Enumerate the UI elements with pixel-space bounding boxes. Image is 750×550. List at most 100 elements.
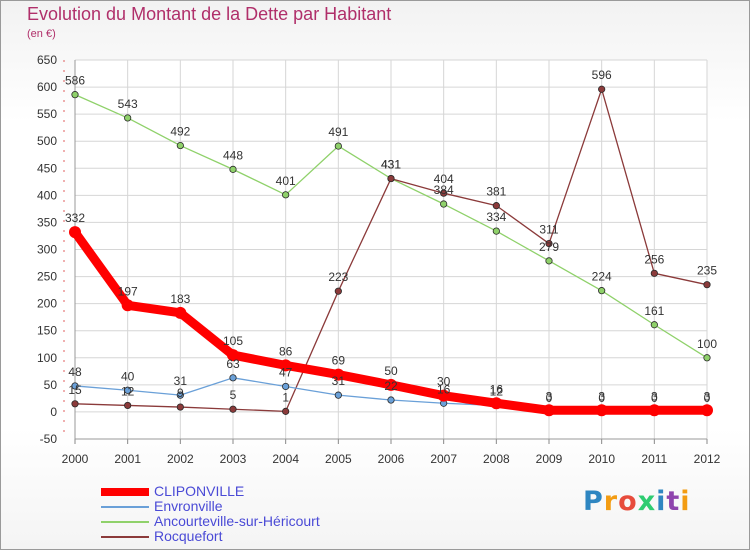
x-tick-label: 2010 bbox=[588, 452, 615, 466]
data-point-cliponville bbox=[174, 306, 187, 319]
x-tick-label: 2006 bbox=[378, 452, 405, 466]
data-label-rocquefort: 256 bbox=[644, 252, 664, 266]
legend-item-ancourteville-sur-hericourt: Ancourteville-sur-Héricourt bbox=[101, 514, 421, 529]
data-point-rocquefort bbox=[703, 281, 711, 289]
data-point-cliponville bbox=[385, 378, 397, 391]
y-tick-label: 450 bbox=[37, 161, 57, 175]
y-tick-label: -50 bbox=[40, 432, 58, 446]
data-point-cliponville bbox=[69, 226, 81, 239]
logo-letter: i bbox=[680, 486, 691, 517]
data-point-ancourteville-sur-hericourt bbox=[229, 165, 237, 173]
data-point-envronville bbox=[387, 396, 395, 404]
data-point-envronville bbox=[334, 391, 342, 399]
y-tick-label: 150 bbox=[37, 324, 57, 338]
y-tick-label: 250 bbox=[37, 270, 57, 284]
logo-letter: t bbox=[666, 486, 681, 517]
data-point-envronville bbox=[124, 386, 132, 394]
data-point-ancourteville-sur-hericourt bbox=[176, 141, 184, 150]
data-point-cliponville bbox=[701, 404, 713, 417]
data-point-cliponville bbox=[595, 404, 608, 417]
data-label-rocquefort: 404 bbox=[434, 172, 454, 186]
data-label-envronville: 47 bbox=[279, 365, 293, 379]
data-label-cliponville: 3 bbox=[546, 389, 553, 403]
data-point-cliponville bbox=[227, 349, 239, 362]
data-label-cliponville: 183 bbox=[170, 292, 190, 306]
data-point-rocquefort bbox=[650, 269, 658, 277]
data-point-ancourteville-sur-hericourt bbox=[282, 191, 290, 199]
legend-swatch bbox=[101, 521, 149, 523]
y-tick-label: 50 bbox=[44, 378, 58, 392]
data-point-rocquefort bbox=[492, 202, 500, 210]
x-tick-label: 2011 bbox=[641, 452, 667, 466]
data-label-cliponville: 30 bbox=[437, 375, 451, 389]
x-tick-label: 2007 bbox=[430, 452, 457, 466]
data-label-cliponville: 332 bbox=[65, 211, 85, 225]
data-point-rocquefort bbox=[229, 405, 237, 413]
data-point-cliponville bbox=[121, 299, 134, 312]
data-point-cliponville bbox=[279, 359, 292, 372]
data-point-rocquefort bbox=[440, 189, 448, 197]
y-tick-label: 600 bbox=[37, 80, 57, 94]
data-label-envronville: 16 bbox=[437, 382, 451, 396]
x-tick-label: 2004 bbox=[272, 452, 299, 466]
logo-letter: r bbox=[603, 486, 619, 517]
x-tick-label: 2001 bbox=[114, 452, 141, 466]
data-point-cliponville bbox=[543, 404, 555, 417]
data-point-ancourteville-sur-hericourt bbox=[334, 142, 342, 150]
chart-subtitle: (en €) bbox=[27, 28, 56, 40]
data-point-envronville bbox=[282, 382, 290, 391]
data-label-envronville: 0 bbox=[598, 391, 605, 405]
logo-letter: x bbox=[637, 486, 657, 517]
data-point-envronville bbox=[176, 391, 184, 399]
data-point-rocquefort bbox=[124, 401, 132, 410]
legend-label: CLIPONVILLE bbox=[154, 483, 245, 499]
logo-letter: o bbox=[618, 486, 638, 517]
legend-item-rocquefort: Rocquefort bbox=[101, 529, 421, 544]
data-point-cliponville bbox=[437, 389, 450, 402]
legend-label: Ancourteville-sur-Héricourt bbox=[154, 513, 320, 529]
legend-item-cliponville: CLIPONVILLE bbox=[101, 484, 421, 499]
x-tick-label: 2012 bbox=[694, 452, 721, 466]
data-label-cliponville: 50 bbox=[384, 364, 398, 378]
data-label-cliponville: 3 bbox=[704, 389, 711, 403]
data-label-ancourteville-sur-hericourt: 161 bbox=[644, 304, 664, 318]
data-point-rocquefort bbox=[176, 403, 184, 411]
data-label-ancourteville-sur-hericourt: 401 bbox=[276, 174, 296, 188]
data-label-cliponville: 3 bbox=[651, 389, 658, 403]
y-tick-label: 0 bbox=[50, 405, 57, 419]
legend-item-envronville: Envronville bbox=[101, 499, 421, 514]
data-label-ancourteville-sur-hericourt: 334 bbox=[486, 210, 506, 224]
data-label-envronville: 0 bbox=[651, 391, 658, 405]
data-label-cliponville: 86 bbox=[279, 344, 293, 358]
x-tick-label: 2008 bbox=[483, 452, 510, 466]
y-tick-label: 100 bbox=[37, 351, 57, 365]
legend-swatch bbox=[101, 536, 149, 538]
data-label-rocquefort: 5 bbox=[230, 388, 237, 402]
data-point-rocquefort bbox=[282, 407, 290, 415]
x-tick-label: 2002 bbox=[167, 452, 194, 466]
y-tick-label: 300 bbox=[37, 243, 57, 257]
data-point-ancourteville-sur-hericourt bbox=[703, 354, 711, 362]
data-label-rocquefort: 9 bbox=[177, 386, 184, 400]
y-tick-label: 500 bbox=[37, 134, 57, 148]
x-tick-label: 2003 bbox=[220, 452, 247, 466]
x-tick-label: 2009 bbox=[536, 452, 563, 466]
data-label-ancourteville-sur-hericourt: 586 bbox=[65, 74, 85, 88]
data-point-ancourteville-sur-hericourt bbox=[440, 200, 448, 208]
legend-label: Envronville bbox=[154, 498, 223, 514]
logo-letter: P bbox=[583, 486, 604, 517]
data-point-ancourteville-sur-hericourt bbox=[545, 257, 553, 265]
data-point-rocquefort bbox=[387, 174, 395, 183]
y-tick-label: 200 bbox=[37, 297, 57, 311]
data-label-rocquefort: 223 bbox=[328, 270, 348, 284]
data-label-ancourteville-sur-hericourt: 384 bbox=[434, 183, 454, 197]
legend-swatch bbox=[101, 506, 149, 508]
data-point-ancourteville-sur-hericourt bbox=[71, 91, 79, 99]
data-point-rocquefort bbox=[334, 287, 342, 295]
data-label-cliponville: 69 bbox=[332, 354, 346, 368]
data-label-envronville: 31 bbox=[332, 374, 346, 388]
data-point-rocquefort bbox=[71, 400, 79, 408]
proxiti-logo: Proxiti bbox=[583, 486, 691, 517]
data-point-envronville bbox=[71, 382, 79, 390]
y-tick-label: 400 bbox=[37, 188, 57, 202]
